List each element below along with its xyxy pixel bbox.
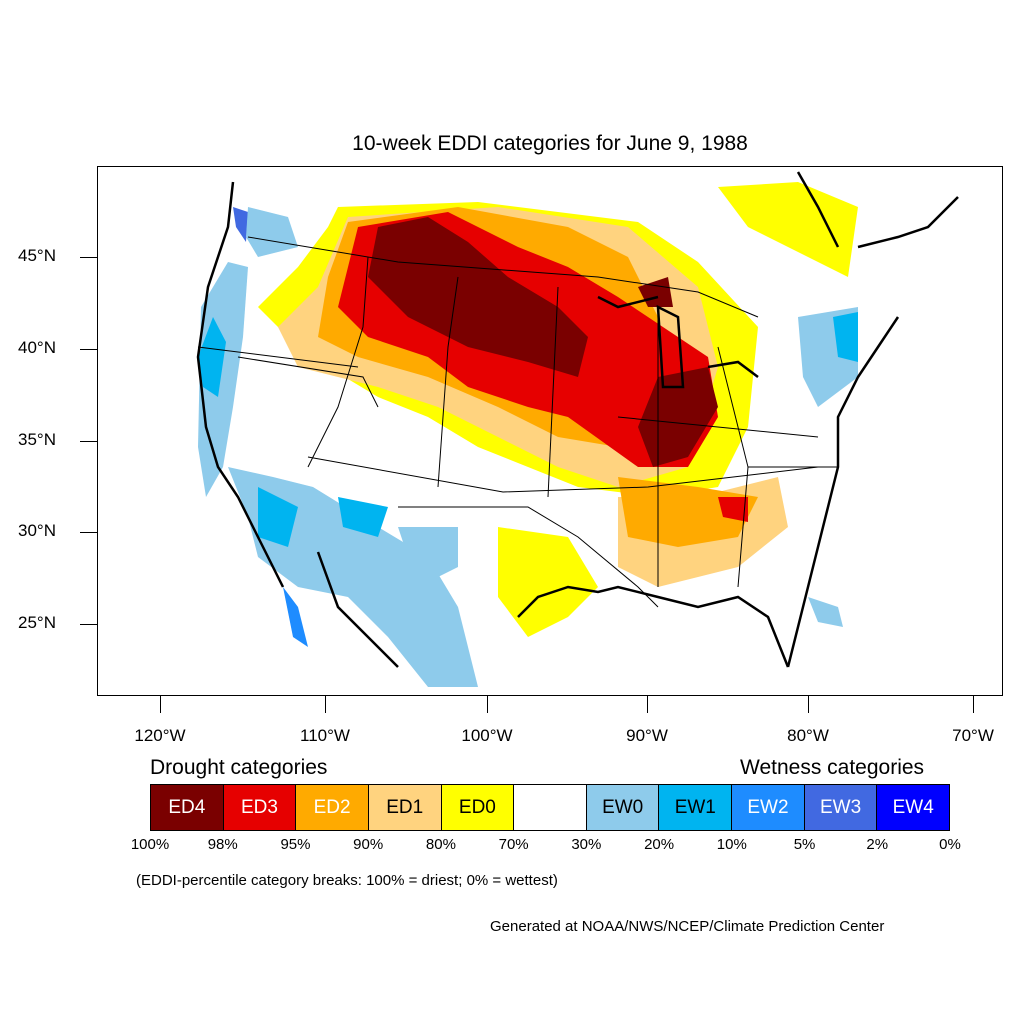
legend-swatch-ew0: EW0: [586, 785, 660, 830]
lon-label-70: 70°W: [952, 726, 994, 745]
coastlines: [196, 171, 959, 668]
legend-swatch-ed2: ED2: [296, 785, 369, 830]
lat-tick: [80, 624, 97, 625]
legend-swatch-ed3: ED3: [223, 785, 297, 830]
eddi-map-canvas: [196, 171, 959, 687]
percentile-label: 98%: [207, 836, 238, 853]
lat-tick: [80, 257, 97, 258]
percentile-label: 0%: [939, 836, 961, 853]
lon-tick: [160, 696, 161, 713]
legend-swatch-ed0: ED0: [441, 785, 515, 830]
wetness-heading: Wetness categories: [740, 756, 925, 779]
drought-areas: [258, 182, 858, 637]
lat-tick: [80, 349, 97, 350]
lon-label-80: 80°W: [787, 726, 829, 745]
lat-tick: [80, 441, 97, 442]
credit-line: Generated at NOAA/NWS/NCEP/Climate Predi…: [490, 918, 885, 935]
percentile-label: 10%: [716, 836, 747, 853]
lon-label-100: 100°W: [461, 726, 513, 745]
lat-label-40: 40°N: [18, 338, 56, 357]
percentile-label: 100%: [130, 836, 170, 853]
lat-label-25: 25°N: [18, 613, 56, 632]
boundaries: [197, 236, 838, 608]
legend-swatch-ew4: EW4: [877, 785, 950, 830]
percentile-label: 90%: [353, 836, 384, 853]
lat-tick: [80, 532, 97, 533]
lon-tick: [808, 696, 809, 713]
lon-tick: [647, 696, 648, 713]
legend-swatch-ew2: EW2: [732, 785, 805, 830]
lat-label-45: 45°N: [18, 246, 56, 265]
lon-label-90: 90°W: [626, 726, 668, 745]
eddi-map: [97, 166, 1003, 696]
percentile-label: 20%: [644, 836, 675, 853]
lon-label-110: 110°W: [300, 726, 350, 745]
lat-label-35: 35°N: [18, 430, 56, 449]
percentile-label: 80%: [425, 836, 456, 853]
legend-swatch-ed4: ED4: [151, 785, 224, 830]
lon-tick: [325, 696, 326, 713]
lat-label-30: 30°N: [18, 521, 56, 540]
percentile-label: 95%: [280, 836, 311, 853]
percentile-label: 30%: [571, 836, 602, 853]
map-title: 10-week EDDI categories for June 9, 1988: [352, 132, 748, 155]
drought-heading: Drought categories: [150, 756, 328, 779]
lon-tick: [487, 696, 488, 713]
percentile-label: 70%: [498, 836, 529, 853]
lon-label-120: 120°W: [134, 726, 186, 745]
percentile-label: 5%: [793, 836, 816, 853]
legend-swatch-neutral: [514, 785, 587, 830]
legend-swatch-ew1: EW1: [659, 785, 733, 830]
legend-swatch-ew3: EW3: [804, 785, 878, 830]
legend-bar: ED4 ED3 ED2 ED1 ED0 EW0 EW1 EW2 EW3 EW4: [150, 784, 950, 831]
category-note: (EDDI-percentile category breaks: 100% =…: [136, 872, 558, 889]
legend-swatch-ed1: ED1: [368, 785, 442, 830]
lon-tick: [973, 696, 974, 713]
percentile-label: 2%: [866, 836, 889, 853]
